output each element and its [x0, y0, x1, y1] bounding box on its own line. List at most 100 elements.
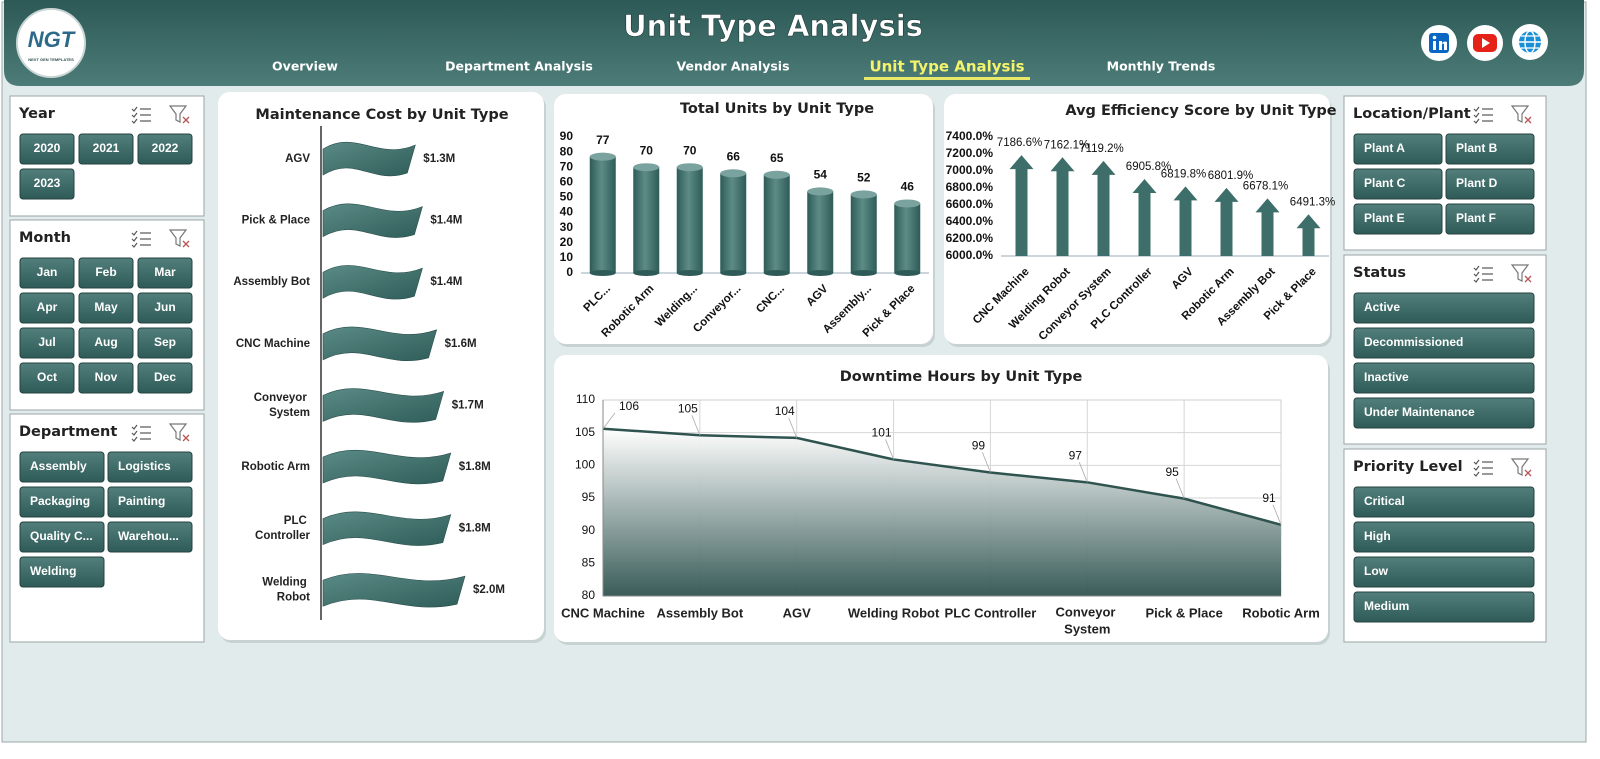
slicer-button[interactable]: 2021 — [78, 133, 134, 165]
icon-glyph — [182, 116, 190, 124]
slicer-button[interactable]: 2023 — [19, 168, 75, 200]
category-label: Pick & Place — [242, 215, 310, 227]
clear-filter-icon[interactable] — [168, 229, 190, 248]
clear-filter-icon[interactable] — [1510, 105, 1532, 124]
slicer-button[interactable]: Critical — [1353, 486, 1535, 518]
cylinder-bar — [763, 174, 790, 273]
slicer-button[interactable]: Plant B — [1445, 133, 1535, 165]
multi-select-icon[interactable] — [1473, 106, 1493, 124]
slicer-button[interactable]: Sep — [137, 327, 193, 359]
slicer-button[interactable]: Feb — [78, 257, 134, 289]
icon-glyph — [1432, 35, 1437, 40]
nav-tab-active[interactable]: Unit Type Analysis — [869, 58, 1024, 76]
slicer-button[interactable]: Logistics — [107, 451, 193, 483]
slicer-button[interactable]: Plant C — [1353, 168, 1443, 200]
cylinder-top — [850, 190, 877, 199]
slicer-button[interactable]: Active — [1353, 292, 1535, 324]
slicer-button[interactable]: Plant D — [1445, 168, 1535, 200]
arrow-bar — [1009, 155, 1034, 256]
slicer-button[interactable]: Plant F — [1445, 203, 1535, 235]
cylinder-base — [850, 270, 877, 276]
y-tick-label: 110 — [576, 392, 595, 406]
website-icon[interactable] — [1512, 24, 1548, 60]
slicer-button[interactable]: Plant A — [1353, 133, 1443, 165]
slicer-button[interactable]: Plant E — [1353, 203, 1443, 235]
slicer-panel: Year 2020 2021 2022 2023 — [9, 95, 205, 217]
button-shape — [1445, 133, 1535, 165]
multi-select-icon[interactable] — [131, 230, 151, 248]
slicer-button[interactable]: May — [78, 292, 134, 324]
slicer-button[interactable]: Jan — [19, 257, 75, 289]
slicer-button[interactable]: Low — [1353, 556, 1535, 588]
area-fill — [603, 428, 1281, 596]
slicer-button[interactable]: Medium — [1353, 591, 1535, 623]
button-shape — [78, 327, 134, 359]
clear-filter-icon[interactable] — [1510, 264, 1532, 283]
slicer-button[interactable]: Jun — [137, 292, 193, 324]
cylinder-base — [763, 270, 790, 276]
button-label: Plant A — [1364, 141, 1405, 155]
linkedin-icon[interactable] — [1421, 25, 1457, 61]
nav-tab[interactable]: Monthly Trends — [1107, 59, 1216, 74]
nav-tab[interactable]: Overview — [272, 59, 338, 74]
category-label: PLC Controller — [255, 515, 310, 542]
clear-filter-icon[interactable] — [168, 423, 190, 442]
slicer-button[interactable]: Assembly — [19, 451, 105, 483]
slicer-button[interactable]: Packaging — [19, 486, 105, 518]
value-label: 6678.1% — [1243, 180, 1288, 192]
multi-select-icon[interactable] — [131, 424, 151, 442]
slicer-button[interactable]: Inactive — [1353, 362, 1535, 394]
multi-select-icon[interactable] — [131, 106, 151, 124]
y-tick-label: 105 — [575, 425, 595, 439]
clear-filter-icon[interactable] — [1510, 458, 1532, 477]
nav-tab[interactable]: Department Analysis — [445, 59, 593, 74]
cylinder-base — [807, 270, 834, 276]
multi-select-icon[interactable] — [1473, 265, 1493, 283]
slicer-title: Location/Plant — [1353, 106, 1471, 122]
button-shape — [19, 486, 105, 518]
value-label: 6905.8% — [1126, 161, 1171, 173]
slicer-button[interactable]: Welding — [19, 556, 105, 588]
slicer-button[interactable]: Under Maintenance — [1353, 397, 1535, 429]
cylinder-top — [763, 170, 790, 179]
leader-line — [691, 415, 701, 436]
slicer-button[interactable]: Painting — [107, 486, 193, 518]
slicer-button[interactable]: Apr — [19, 292, 75, 324]
icon-glyph — [131, 436, 138, 442]
slicer-button[interactable]: Decommissioned — [1353, 327, 1535, 359]
slicer-button[interactable]: High — [1353, 521, 1535, 553]
cylinder-base — [633, 270, 660, 276]
button-shape — [78, 292, 134, 324]
slicer-button[interactable]: 2020 — [19, 133, 75, 165]
slicer-panel: Location/Plant Plant A Plant B Plant C Plant… — [1343, 95, 1547, 251]
slicer-button[interactable]: 2022 — [137, 133, 193, 165]
x-tick-label: Assembly Bot — [657, 605, 744, 620]
slicer-button[interactable]: Oct — [19, 362, 75, 394]
icon-glyph — [168, 105, 188, 123]
button-label: Painting — [118, 494, 165, 508]
slicer-button[interactable]: Aug — [78, 327, 134, 359]
slicer-button[interactable]: Mar — [137, 257, 193, 289]
nav-tab[interactable]: Vendor Analysis — [676, 59, 789, 74]
value-label: 65 — [770, 151, 784, 165]
icon-glyph — [131, 112, 138, 118]
cylinder-bar — [589, 156, 616, 273]
slicer-button[interactable]: Quality C... — [19, 521, 105, 553]
icon-glyph — [1510, 264, 1530, 282]
icon-glyph — [168, 229, 188, 247]
button-label: Sep — [154, 335, 176, 349]
cylinder-bar — [894, 203, 921, 273]
cylinder-base — [720, 270, 747, 276]
cylinder-bar — [720, 173, 747, 273]
slicer-button[interactable]: Dec — [137, 362, 193, 394]
youtube-icon[interactable] — [1467, 25, 1503, 61]
x-tick-label: AGV — [783, 605, 812, 620]
slicer-button[interactable]: Warehou... — [107, 521, 193, 553]
clear-filter-icon[interactable] — [168, 105, 190, 124]
button-shape — [137, 327, 193, 359]
multi-select-icon[interactable] — [1473, 459, 1493, 477]
slicer-button[interactable]: Jul — [19, 327, 75, 359]
icon-glyph — [1482, 38, 1490, 48]
chart-title: Total Units by Unit Type — [680, 101, 874, 117]
slicer-button[interactable]: Nov — [78, 362, 134, 394]
